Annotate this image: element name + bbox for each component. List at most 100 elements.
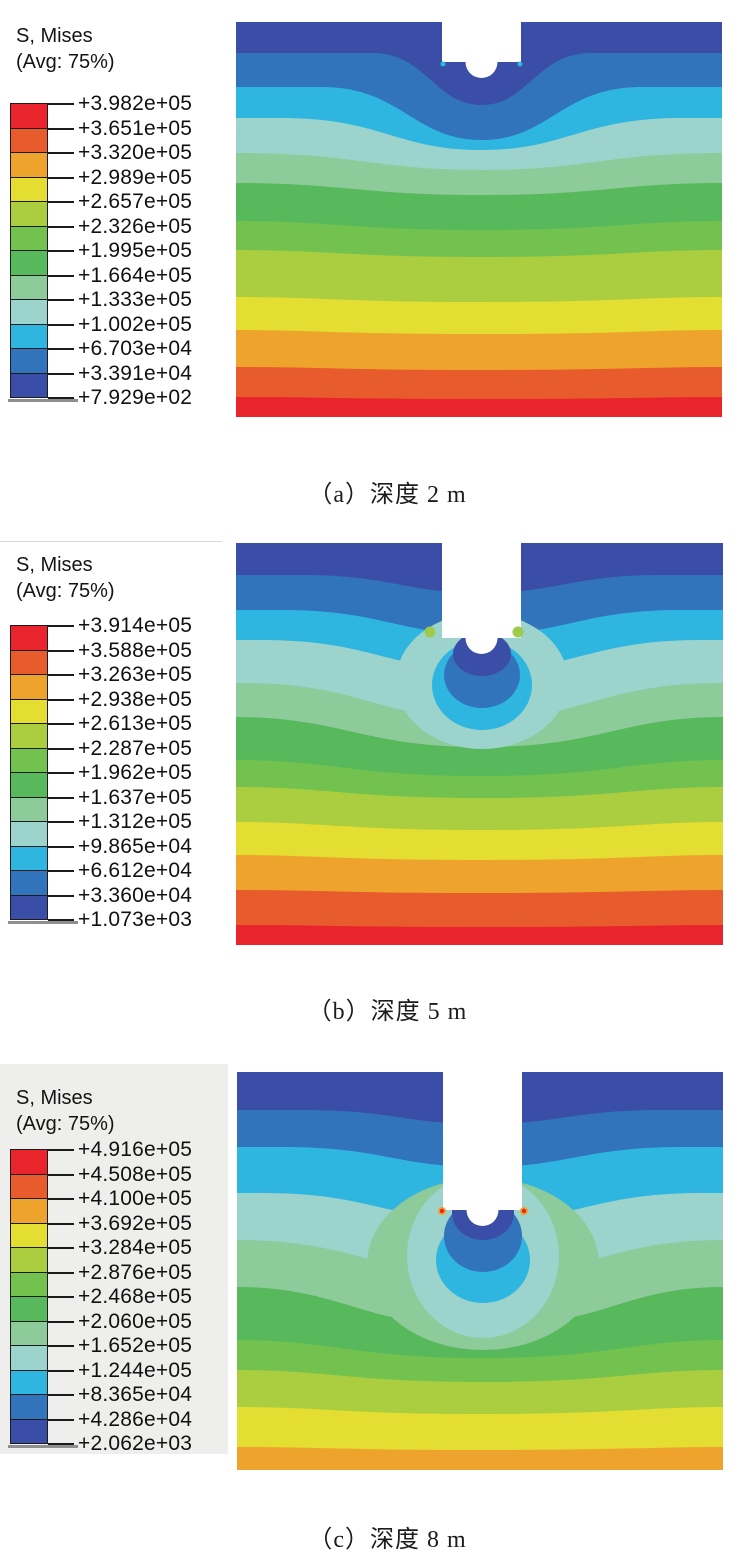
legend-title: S, Mises bbox=[16, 1087, 93, 1109]
legend-value: +1.637e+05 bbox=[78, 785, 193, 809]
legend-value: +1.333e+05 bbox=[78, 288, 193, 311]
stress-concentration-spot bbox=[424, 626, 436, 638]
legend-tick bbox=[48, 625, 74, 627]
legend-value: +2.938e+05 bbox=[78, 687, 193, 711]
legend-swatch bbox=[10, 1198, 48, 1224]
legend-swatch bbox=[10, 103, 48, 129]
legend-subtitle: (Avg: 75%) bbox=[16, 51, 115, 73]
legend-tick bbox=[48, 870, 74, 872]
legend-tick bbox=[48, 274, 74, 277]
legend-value: +2.326e+05 bbox=[78, 214, 193, 238]
legend-tick bbox=[48, 1173, 74, 1176]
stress-concentration-spot bbox=[440, 61, 446, 67]
legend-value: +4.508e+05 bbox=[78, 1162, 193, 1186]
legend-swatch bbox=[10, 796, 48, 822]
stress-concentration-spot bbox=[439, 1208, 445, 1214]
legend-value: +1.244e+05 bbox=[78, 1358, 193, 1382]
legend-swatch bbox=[10, 1222, 48, 1248]
legend-baseline bbox=[8, 1445, 78, 1448]
legend-value: +7.929e+02 bbox=[78, 386, 193, 409]
legend-tick bbox=[48, 1443, 74, 1445]
legend-value: +2.060e+05 bbox=[78, 1309, 193, 1333]
legend-swatch bbox=[10, 1173, 48, 1199]
legend-tick bbox=[48, 772, 74, 774]
legend-swatch bbox=[10, 299, 48, 325]
legend-tick bbox=[48, 103, 74, 105]
legend-swatch bbox=[10, 152, 48, 178]
legend-value: +2.468e+05 bbox=[78, 1285, 193, 1308]
legend-swatch bbox=[10, 348, 48, 374]
legend-swatch bbox=[10, 870, 48, 896]
figure-b-scan-edge bbox=[0, 541, 222, 542]
legend-tick bbox=[48, 1369, 74, 1372]
contour-plot-depth-8m bbox=[237, 1072, 723, 1470]
legend-value: +6.703e+04 bbox=[78, 337, 193, 360]
pile bbox=[442, 22, 521, 78]
legend-swatch bbox=[10, 250, 48, 276]
stress-concentration-spot bbox=[517, 61, 523, 67]
legend-swatch bbox=[10, 176, 48, 202]
legend-value: +1.962e+05 bbox=[78, 761, 193, 784]
legend-tick bbox=[48, 1149, 74, 1151]
legend-baseline bbox=[8, 399, 78, 402]
legend-value: +3.914e+05 bbox=[78, 614, 193, 637]
legend-value: +3.651e+05 bbox=[78, 116, 193, 140]
legend-value: +2.287e+05 bbox=[78, 736, 193, 760]
legend-swatch bbox=[10, 1418, 48, 1444]
legend-swatch bbox=[10, 274, 48, 300]
legend-swatch bbox=[10, 1247, 48, 1273]
legend-value: +1.002e+05 bbox=[78, 312, 193, 336]
legend-tick bbox=[48, 698, 74, 701]
legend-tick bbox=[48, 372, 74, 375]
legend-swatch bbox=[10, 625, 48, 651]
legend-swatch bbox=[10, 225, 48, 251]
caption-a: （a）深度 2 m bbox=[308, 482, 467, 508]
legend-value: +3.982e+05 bbox=[78, 92, 193, 115]
band-9 bbox=[237, 1447, 723, 1470]
legend-tick bbox=[48, 1222, 74, 1225]
legend-value: +2.657e+05 bbox=[78, 190, 193, 213]
legend-value: +3.284e+05 bbox=[78, 1236, 193, 1259]
legend-swatch bbox=[10, 698, 48, 724]
contour-plot-depth-2m bbox=[236, 22, 722, 417]
legend-tick bbox=[48, 1271, 74, 1274]
legend-tick bbox=[48, 176, 74, 179]
legend-tick bbox=[48, 845, 74, 848]
legend-swatch bbox=[10, 894, 48, 920]
legend-value: +1.073e+03 bbox=[78, 908, 193, 931]
legend-swatch bbox=[10, 747, 48, 773]
band-11 bbox=[236, 397, 722, 417]
legend-tick bbox=[48, 674, 74, 676]
legend-swatch bbox=[10, 127, 48, 153]
legend-swatch bbox=[10, 821, 48, 847]
legend-tick bbox=[48, 201, 74, 203]
legend-swatch bbox=[10, 1271, 48, 1297]
contour-plot-depth-5m bbox=[236, 543, 723, 945]
legend-tick bbox=[48, 323, 74, 326]
legend-tick bbox=[48, 1198, 74, 1200]
legend-swatch bbox=[10, 1320, 48, 1346]
legend-tick bbox=[48, 397, 74, 399]
legend-swatch bbox=[10, 845, 48, 871]
legend-swatch bbox=[10, 1369, 48, 1395]
legend-tick bbox=[48, 723, 74, 725]
legend-swatch bbox=[10, 1149, 48, 1175]
legend-swatch bbox=[10, 1296, 48, 1322]
legend-value: +3.692e+05 bbox=[78, 1211, 193, 1235]
legend-tick bbox=[48, 348, 74, 350]
legend-tick bbox=[48, 299, 74, 301]
legend-value: +3.360e+04 bbox=[78, 883, 193, 907]
legend-value: +3.391e+04 bbox=[78, 361, 193, 385]
caption-c: （c）深度 8 m bbox=[308, 1527, 467, 1553]
legend-tick bbox=[48, 1247, 74, 1249]
legend-tick bbox=[48, 1296, 74, 1298]
legend-value: +4.916e+05 bbox=[78, 1138, 193, 1161]
stress-concentration-spot bbox=[521, 1208, 527, 1214]
legend-value: +2.613e+05 bbox=[78, 712, 193, 735]
legend-value: +3.588e+05 bbox=[78, 638, 193, 662]
legend-swatch bbox=[10, 674, 48, 700]
legend-swatch bbox=[10, 649, 48, 675]
legend-value: +1.664e+05 bbox=[78, 263, 193, 287]
legend-value: +3.263e+05 bbox=[78, 663, 193, 686]
